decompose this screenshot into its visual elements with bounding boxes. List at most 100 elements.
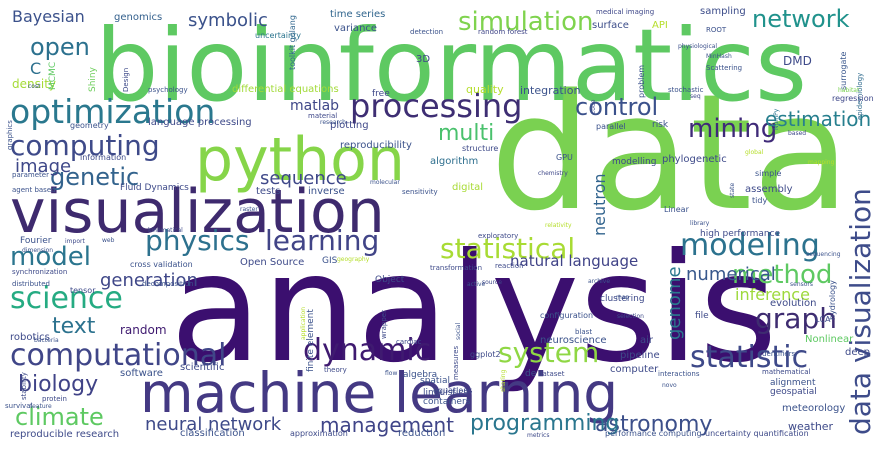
cloud-word: metrics: [527, 432, 549, 439]
cloud-word: multi: [438, 121, 494, 146]
cloud-word: classification: [180, 428, 245, 439]
cloud-word: open: [30, 33, 90, 61]
cloud-word: relativity: [545, 222, 572, 229]
cloud-word: psychology: [148, 86, 188, 94]
cloud-word: Object: [375, 275, 405, 285]
cloud-word: scientific: [180, 362, 224, 373]
cloud-word: risk: [652, 120, 669, 130]
cloud-word: spatial: [420, 376, 450, 386]
cloud-word: data: [490, 59, 850, 246]
cloud-word: dimension: [22, 247, 53, 254]
cloud-word: C: [30, 59, 41, 78]
cloud-word: differential equations: [232, 84, 339, 95]
cloud-word: feature: [30, 403, 52, 410]
cloud-word: survival: [5, 402, 32, 410]
cloud-word: method: [732, 260, 832, 290]
cloud-word: algebra: [403, 370, 437, 380]
cloud-word: stability: [20, 372, 28, 400]
cloud-word: linguistics: [423, 388, 468, 398]
cloud-word: sensors: [790, 281, 813, 288]
cloud-word: kinematical: [148, 227, 183, 234]
cloud-word: cost: [28, 83, 41, 90]
cloud-word: image: [15, 156, 71, 177]
cloud-word: model: [10, 242, 91, 272]
cloud-word: variance: [334, 23, 377, 34]
cloud-word: biology: [18, 372, 98, 397]
cloud-word: novo: [662, 382, 677, 389]
cloud-word: interactions: [658, 370, 700, 378]
cloud-word: transformation: [430, 264, 482, 272]
cloud-word: modelling: [612, 157, 656, 167]
cloud-word: sampling: [700, 6, 746, 17]
cloud-word: statistical: [440, 232, 575, 265]
cloud-word: LCA: [815, 315, 831, 324]
cloud-word: map: [616, 294, 630, 301]
cloud-word: weather: [788, 420, 834, 433]
cloud-word: exploratory: [478, 232, 518, 240]
cloud-word: evolution: [770, 298, 816, 309]
cloud-word: synchronization: [12, 268, 67, 276]
cloud-word: geometry: [70, 121, 109, 130]
cloud-word: MCMC: [48, 62, 58, 90]
cloud-word: containers: [423, 397, 471, 407]
cloud-word: distributed: [12, 280, 50, 288]
cloud-word: programming: [470, 411, 619, 436]
cloud-word: blast: [575, 328, 592, 336]
cloud-word: toolkit golang: [288, 15, 297, 70]
cloud-word: language processing: [148, 117, 252, 128]
cloud-word: library: [690, 220, 710, 227]
cloud-word: hydrology: [828, 280, 837, 320]
cloud-word: protein: [42, 395, 67, 403]
cloud-word: physics: [145, 224, 249, 257]
cloud-word: chemistry: [538, 170, 568, 177]
cloud-word: pipeline: [620, 350, 660, 361]
cloud-word: reaction: [495, 262, 524, 270]
cloud-word: management: [320, 413, 454, 437]
cloud-word: file: [695, 311, 709, 321]
cloud-word: Bayesian: [12, 7, 85, 26]
cloud-word: configuration: [540, 311, 593, 320]
cloud-word: material: [308, 112, 337, 120]
cloud-word: tidy: [752, 196, 767, 205]
cloud-word: genetic: [50, 163, 139, 191]
cloud-word: global: [745, 149, 764, 156]
cloud-word: sharing: [500, 369, 507, 392]
cloud-word: agent based: [12, 186, 56, 194]
cloud-word: estimation: [765, 107, 871, 131]
cloud-word: ggplot2: [470, 350, 501, 359]
cloud-word: reproducible research: [10, 429, 119, 440]
cloud-word: generation: [100, 270, 198, 291]
cloud-word: modeling: [680, 228, 820, 263]
cloud-word: Fourier: [20, 236, 52, 246]
cloud-word: data visualization: [844, 188, 877, 435]
cloud-word: dataset: [538, 370, 565, 378]
cloud-word: uncertainty: [255, 31, 301, 40]
cloud-word: information: [80, 153, 126, 162]
cloud-word: matlab: [290, 98, 339, 114]
cloud-word: Scattering: [706, 64, 742, 72]
cloud-word: mining: [688, 114, 777, 144]
cloud-word: archive: [588, 278, 610, 285]
cloud-word: performance computing: [605, 429, 702, 438]
cloud-word: DMD: [783, 54, 812, 68]
cloud-word: reduction: [398, 428, 445, 439]
cloud-word: random: [120, 323, 167, 337]
cloud-word: time series: [330, 9, 385, 20]
cloud-word: problem: [637, 65, 646, 98]
cloud-word: control: [575, 93, 658, 121]
cloud-word: 3D: [416, 54, 430, 65]
cloud-word: Design: [122, 68, 130, 92]
cloud-word: active: [467, 281, 486, 288]
cloud-word: geospatial: [770, 387, 817, 397]
cloud-word: epidemiology: [856, 73, 864, 120]
cloud-word: mapping: [808, 159, 835, 166]
cloud-word: genomics: [114, 12, 162, 23]
cloud-word: system: [498, 336, 599, 369]
cloud-word: de: [525, 369, 537, 379]
cloud-word: raster: [240, 206, 258, 213]
cloud-word: simple: [755, 169, 781, 178]
cloud-word: learning: [265, 224, 379, 257]
cloud-word: web: [102, 237, 115, 244]
